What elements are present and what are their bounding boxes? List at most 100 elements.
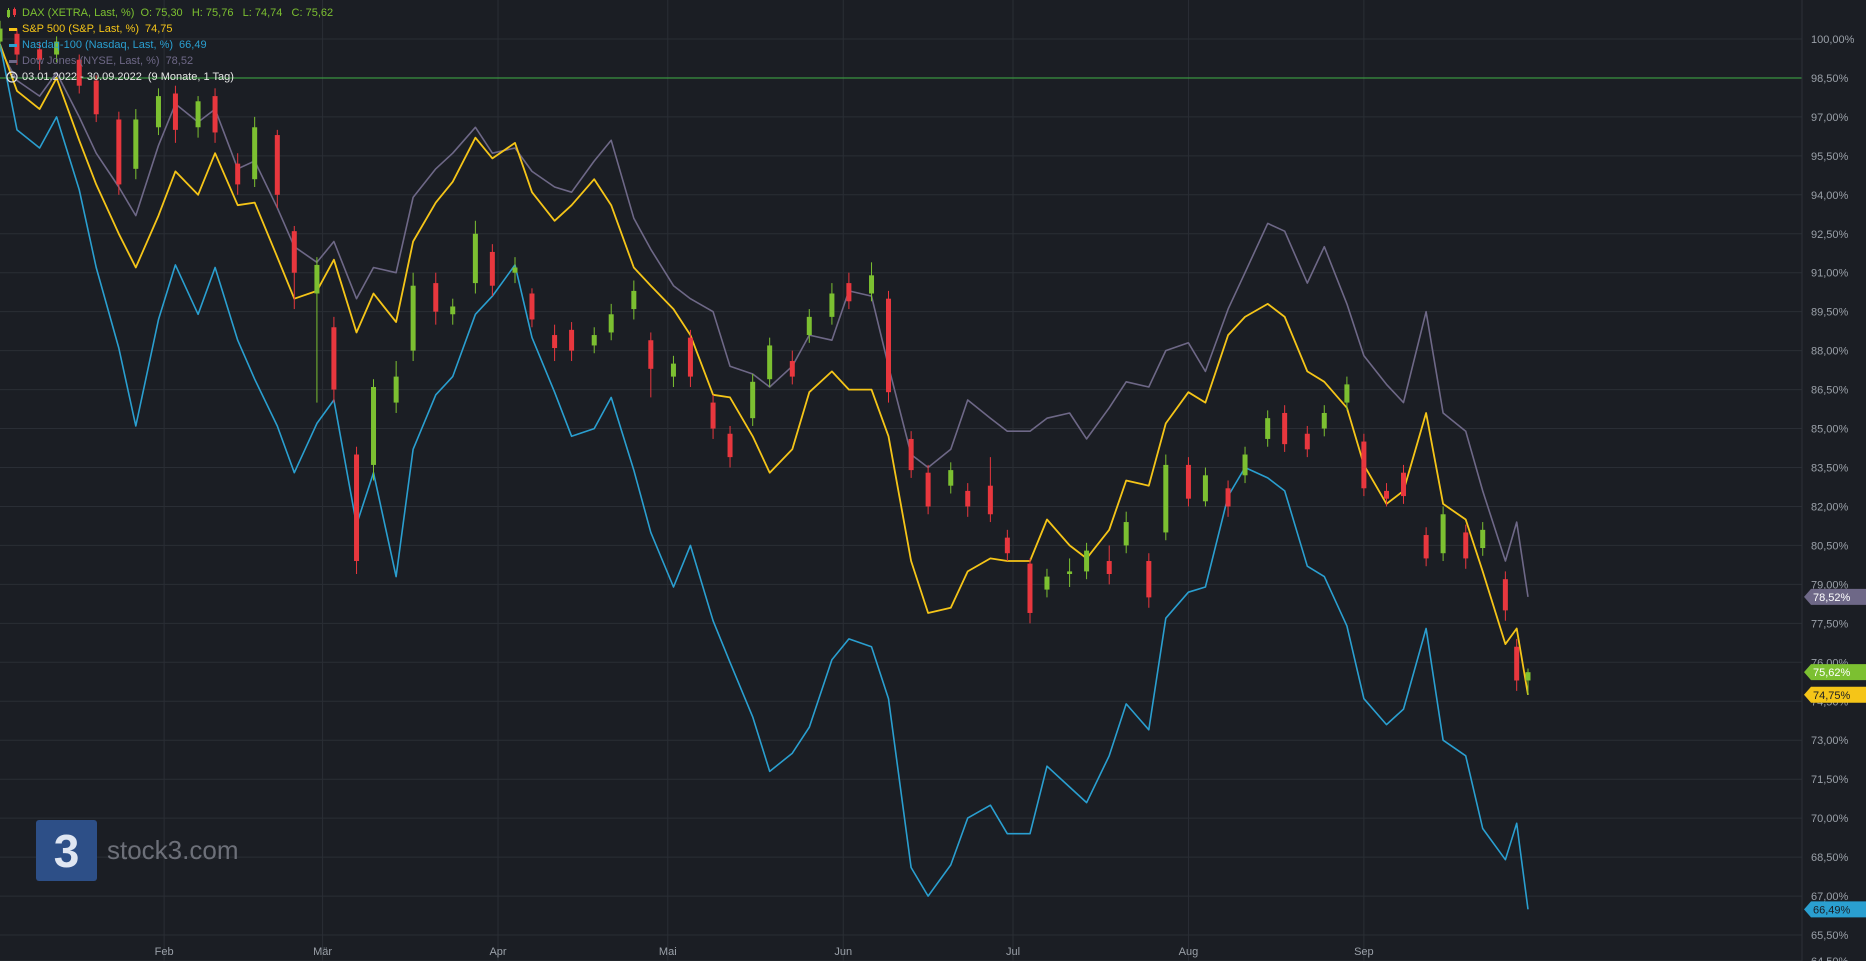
y-axis: 100,00% 98,50% 97,00% 95,50% 94,00% 92,50% 91,…	[1811, 34, 1855, 961]
legend-nasdaq[interactable]: Nasdaq-100 (Nasdaq, Last, %) 66,49	[6, 37, 333, 53]
dax-candle-36	[710, 402, 716, 429]
nasdaq-swatch	[9, 43, 17, 47]
ytick-label-15: 77,50%	[1811, 618, 1849, 630]
dax-candle-60	[1185, 464, 1191, 499]
dax-candle-62	[1225, 488, 1231, 507]
dax-candle-68	[1344, 384, 1350, 403]
dax-candle-17	[331, 327, 337, 390]
dax-candle-24	[472, 233, 478, 284]
dax-candle-52	[1027, 563, 1033, 613]
dax-candle-2	[37, 49, 43, 60]
dax-candle-7	[133, 119, 139, 169]
dax-candle-70	[1384, 490, 1390, 499]
dax-candle-12	[235, 163, 241, 185]
price-tag-label-sp500: 74,75%	[1813, 690, 1851, 702]
ytick-label-22: 67,00%	[1811, 891, 1849, 903]
price-tag-bg-dow	[1804, 588, 1866, 605]
dax-candle-42	[829, 293, 835, 317]
dax-candle-19	[371, 386, 377, 465]
dax-candle-54	[1067, 571, 1073, 575]
dax-candle-61	[1202, 475, 1208, 502]
price-tag-label-dax: 75,62%	[1813, 667, 1851, 679]
dax-candle-26	[512, 267, 518, 273]
price-tag-bg-sp500	[1804, 686, 1866, 703]
dax-candle-29	[569, 329, 575, 351]
legend-sp500-value: 74,75	[145, 23, 173, 35]
dax-candle-3	[54, 41, 60, 55]
legend-range[interactable]: 03.01.2022 - 30.09.2022 (9 Monate, 1 Tag…	[6, 69, 333, 85]
x-axis: Feb Mär Apr Mai Jun Jul Aug Sep	[155, 946, 1374, 958]
dax-candle-6	[116, 119, 122, 185]
dax-candle-65	[1282, 412, 1288, 445]
dax-candle-58	[1146, 561, 1152, 598]
dax-candle-63	[1242, 454, 1248, 476]
dax-candle-37	[727, 433, 733, 458]
price-tag-nasdaq: 66,49%	[1804, 901, 1866, 918]
ytick-label-23: 65,50%	[1811, 930, 1849, 942]
dax-candle-74	[1463, 532, 1469, 559]
xtick-label-2: Apr	[489, 946, 506, 958]
legend-sp500-name: S&P 500 (S&P, Last, %)	[22, 23, 139, 35]
legend-sp500[interactable]: S&P 500 (S&P, Last, %) 74,75	[6, 21, 333, 37]
ytick-label-4: 94,00%	[1811, 190, 1849, 202]
dax-candle-64	[1265, 418, 1271, 439]
dax-candle-49	[965, 490, 971, 507]
dax-candle-43	[846, 283, 852, 302]
price-tag-label-dow: 78,52%	[1813, 592, 1851, 604]
dax-candle-73	[1440, 514, 1446, 554]
dax-candle-59	[1163, 464, 1169, 533]
legend-nasdaq-name: Nasdaq-100 (Nasdaq, Last, %)	[22, 39, 174, 51]
legend-dax[interactable]: DAX (XETRA, Last, %) O: 75,30 H: 75,76 L…	[6, 5, 333, 21]
ytick-label-19: 71,50%	[1811, 774, 1849, 786]
xtick-label-5: Jul	[1006, 946, 1020, 958]
dax-candle-34	[670, 363, 676, 377]
dax-candle-35	[687, 337, 693, 377]
legend-dow[interactable]: Dow Jones (NYSE, Last, %) 78,52	[6, 53, 333, 69]
logo-glyph: 3	[53, 824, 80, 877]
dax-candle-27	[529, 293, 535, 320]
dax-candle-71	[1400, 472, 1406, 497]
sp500-line	[0, 43, 1529, 695]
watermark-text: stock3.com	[107, 835, 239, 865]
dax-candle-21	[410, 285, 416, 351]
dax-candle-28	[552, 335, 558, 349]
legend-dow-value: 78,52	[165, 55, 194, 67]
dax-candle-40	[789, 361, 795, 377]
dax-candle-39	[767, 345, 773, 380]
dax-candle-10	[195, 101, 201, 128]
dax-candle-76	[1502, 579, 1508, 611]
dax-candle-66	[1304, 433, 1310, 450]
dow-swatch	[9, 59, 17, 63]
ytick-label-3: 95,50%	[1811, 151, 1849, 163]
dax-candle-9	[172, 93, 178, 130]
dax-candle-8	[155, 96, 161, 128]
ytick-label-18: 73,00%	[1811, 735, 1849, 747]
legend-dax-ohlc: O: 75,30 H: 75,76 L: 74,74 C: 75,62	[140, 7, 334, 19]
dax-candle-55	[1084, 550, 1090, 572]
dax-candle-47	[925, 472, 931, 507]
y-axis-panel	[1802, 0, 1866, 961]
dax-candle-45	[886, 298, 892, 393]
ytick-label-10: 85,00%	[1811, 424, 1849, 436]
legend-dow-name: Dow Jones (NYSE, Last, %)	[22, 55, 160, 67]
dax-candle-44	[869, 275, 875, 294]
price-tag-dax: 75,62%	[1804, 664, 1866, 681]
dax-candle-46	[908, 438, 914, 471]
price-tag-bg-nasdaq	[1804, 901, 1866, 918]
price-tag-sp500: 74,75%	[1804, 686, 1866, 703]
dax-candle-67	[1321, 412, 1327, 429]
price-tags: 78,52% 75,62% 74,75% 66,49%	[1804, 588, 1866, 918]
dax-candle-31	[608, 314, 614, 333]
price-tag-bg-dax	[1804, 664, 1866, 681]
xtick-label-0: Feb	[155, 946, 174, 958]
dax-candles	[0, 20, 1531, 696]
dax-candle-53	[1044, 576, 1050, 590]
ytick-label-14: 79,00%	[1811, 579, 1849, 591]
nasdaq-line	[0, 44, 1529, 910]
price-tag-label-nasdaq: 66,49%	[1813, 904, 1851, 916]
dax-candle-23	[450, 306, 456, 315]
xtick-label-6: Aug	[1179, 946, 1199, 958]
ytick-label-24: 64,50%	[1811, 956, 1849, 961]
